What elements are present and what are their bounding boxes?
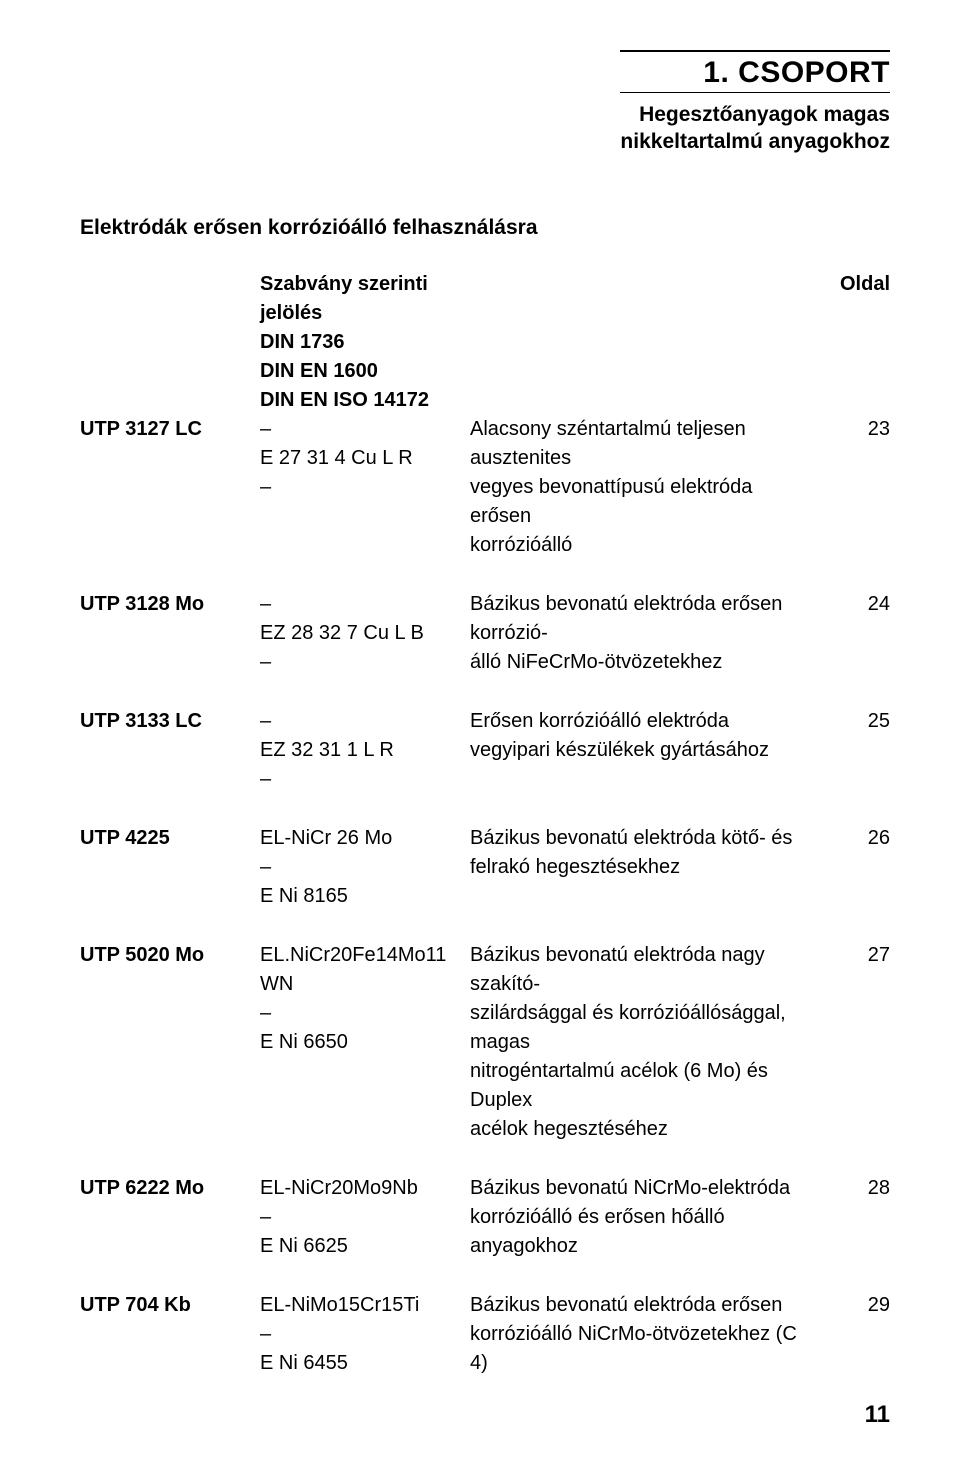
standard-codes: EL-NiMo15Cr15Ti–E Ni 6455 [260, 1291, 470, 1378]
standard-codes: –EZ 32 31 1 L R– [260, 707, 470, 794]
page-ref: 24 [830, 590, 890, 677]
table-row: UTP 5020 MoEL.NiCr20Fe14Mo11WN–E Ni 6650… [80, 941, 890, 1144]
page-ref: 28 [830, 1174, 890, 1261]
description: Bázikus bevonatú elektróda erősenkorrózi… [470, 1291, 830, 1378]
table-row: UTP 4225EL-NiCr 26 Mo–E Ni 8165Bázikus b… [80, 824, 890, 911]
std-line: E Ni 6455 [260, 1349, 470, 1378]
page-ref: 23 [830, 415, 890, 560]
desc-line: Bázikus bevonatú elektróda nagy szakító- [470, 941, 810, 999]
std-line: EL-NiCr20Mo9Nb [260, 1174, 470, 1203]
desc-line: szilárdsággal és korrózióállósággal, mag… [470, 999, 810, 1057]
desc-line: Bázikus bevonatú elektróda erősen korróz… [470, 590, 810, 648]
std-line: EL-NiCr 26 Mo [260, 824, 470, 853]
desc-line: Erősen korrózióálló elektróda [470, 707, 810, 736]
std-line: – [260, 648, 470, 677]
std-line: – [260, 999, 470, 1028]
product-name: UTP 704 Kb [80, 1291, 260, 1378]
product-name: UTP 6222 Mo [80, 1174, 260, 1261]
std-line: EL.NiCr20Fe14Mo11 [260, 941, 470, 970]
std-line: E Ni 6625 [260, 1232, 470, 1261]
group-title: 1. CSOPORT [80, 56, 890, 90]
page-ref: 26 [830, 824, 890, 911]
std-header-din1: DIN 1736 [260, 328, 470, 357]
desc-line: korrózióálló és erősen hőálló anyagokhoz [470, 1203, 810, 1261]
subtitle-line2: nikkeltartalmú anyagokhoz [80, 128, 890, 155]
std-line: – [260, 590, 470, 619]
header-col-name [80, 270, 260, 415]
standard-codes: EL.NiCr20Fe14Mo11WN–E Ni 6650 [260, 941, 470, 1144]
std-header-label: Szabvány szerinti jelölés [260, 270, 470, 328]
page-header: 1. CSOPORT Hegesztőanyagok magas nikkelt… [80, 50, 890, 156]
standard-codes: EL-NiCr 26 Mo–E Ni 8165 [260, 824, 470, 911]
desc-line: vegyipari készülékek gyártásához [470, 736, 810, 765]
std-line: EZ 28 32 7 Cu L B [260, 619, 470, 648]
header-col-page: Oldal [830, 270, 890, 415]
desc-line: nitrogéntartalmú acélok (6 Mo) és Duplex [470, 1057, 810, 1115]
standard-codes: –EZ 28 32 7 Cu L B– [260, 590, 470, 677]
product-name: UTP 4225 [80, 824, 260, 911]
table-row: UTP 704 KbEL-NiMo15Cr15Ti–E Ni 6455Bázik… [80, 1291, 890, 1378]
std-line: – [260, 473, 470, 502]
product-name: UTP 5020 Mo [80, 941, 260, 1144]
desc-line: Bázikus bevonatú NiCrMo-elektróda [470, 1174, 810, 1203]
table-row: UTP 6222 MoEL-NiCr20Mo9Nb–E Ni 6625Bázik… [80, 1174, 890, 1261]
desc-line: acélok hegesztéséhez [470, 1115, 810, 1144]
page-ref: 27 [830, 941, 890, 1144]
std-header-din2: DIN EN 1600 [260, 357, 470, 386]
desc-line: felrakó hegesztésekhez [470, 853, 810, 882]
desc-line: Bázikus bevonatú elektróda kötő- és [470, 824, 810, 853]
desc-line: korrózióálló [470, 531, 810, 560]
std-header-din3: DIN EN ISO 14172 [260, 386, 470, 415]
std-line: – [260, 1203, 470, 1232]
page-ref: 25 [830, 707, 890, 794]
std-line: WN [260, 970, 470, 999]
header-rule-top [620, 50, 890, 52]
desc-line: vegyes bevonattípusú elektróda erősen [470, 473, 810, 531]
description: Erősen korrózióálló elektródavegyipari k… [470, 707, 830, 794]
std-line: E Ni 8165 [260, 882, 470, 911]
description: Bázikus bevonatú elektróda erősen korróz… [470, 590, 830, 677]
table-row: UTP 3127 LC–E 27 31 4 Cu L R–Alacsony sz… [80, 415, 890, 560]
std-line: – [260, 415, 470, 444]
product-name: UTP 3133 LC [80, 707, 260, 794]
std-line: – [260, 1320, 470, 1349]
table-row: UTP 3133 LC–EZ 32 31 1 L R–Erősen korróz… [80, 707, 890, 794]
std-line: – [260, 765, 470, 794]
page-ref: 29 [830, 1291, 890, 1378]
desc-line: álló NiFeCrMo-ötvözetekhez [470, 648, 810, 677]
std-line: E 27 31 4 Cu L R [260, 444, 470, 473]
std-line: – [260, 707, 470, 736]
std-line: EL-NiMo15Cr15Ti [260, 1291, 470, 1320]
desc-line: Bázikus bevonatú elektróda erősen [470, 1291, 810, 1320]
description: Bázikus bevonatú elektróda nagy szakító-… [470, 941, 830, 1144]
description: Bázikus bevonatú NiCrMo-elektródakorrózi… [470, 1174, 830, 1261]
product-name: UTP 3128 Mo [80, 590, 260, 677]
desc-line: korrózióálló NiCrMo-ötvözetekhez (C 4) [470, 1320, 810, 1378]
header-rule-mid [620, 92, 890, 93]
content-table: Szabvány szerinti jelölés DIN 1736 DIN E… [80, 270, 890, 1378]
table-row: UTP 3128 Mo–EZ 28 32 7 Cu L B–Bázikus be… [80, 590, 890, 677]
header-col-std: Szabvány szerinti jelölés DIN 1736 DIN E… [260, 270, 470, 415]
description: Alacsony széntartalmú teljesen ausztenit… [470, 415, 830, 560]
description: Bázikus bevonatú elektróda kötő- ésfelra… [470, 824, 830, 911]
std-line: EZ 32 31 1 L R [260, 736, 470, 765]
standard-codes: EL-NiCr20Mo9Nb–E Ni 6625 [260, 1174, 470, 1261]
subtitle-line1: Hegesztőanyagok magas [80, 101, 890, 128]
section-title: Elektródák erősen korrózióálló felhaszná… [80, 216, 890, 240]
std-line: E Ni 6650 [260, 1028, 470, 1057]
table-header-row: Szabvány szerinti jelölés DIN 1736 DIN E… [80, 270, 890, 415]
header-col-desc [470, 270, 830, 415]
page-number: 11 [865, 1401, 890, 1429]
product-name: UTP 3127 LC [80, 415, 260, 560]
desc-line: Alacsony széntartalmú teljesen ausztenit… [470, 415, 810, 473]
standard-codes: –E 27 31 4 Cu L R– [260, 415, 470, 560]
std-line: – [260, 853, 470, 882]
